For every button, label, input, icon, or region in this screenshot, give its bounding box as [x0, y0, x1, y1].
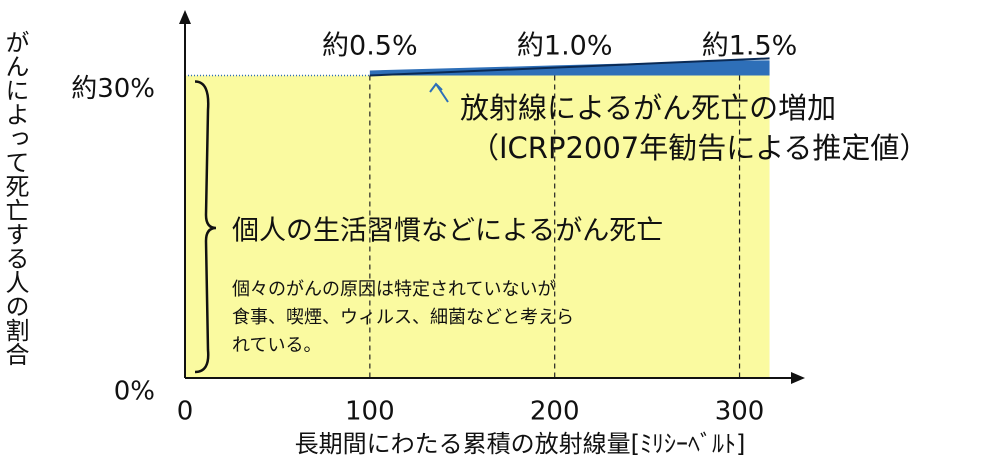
x-tick-label: 100	[345, 397, 395, 427]
y-axis-label: がんによって死亡する人の割合	[1, 30, 29, 366]
baseline-area	[185, 75, 770, 378]
brace	[194, 80, 217, 374]
x-tick-label: 300	[715, 397, 765, 427]
y-arrow	[179, 10, 191, 24]
value-label: 約1.0%	[517, 31, 613, 62]
value-label: 約1.5%	[702, 31, 798, 62]
excess-edge	[369, 57, 770, 77]
x-tick-label: 200	[530, 397, 580, 427]
annotation: 個人の生活習慣などによるがん死亡	[232, 216, 663, 247]
annotation-note: 個々のがんの原因は特定されていないが	[232, 279, 555, 300]
x-arrow	[791, 372, 805, 384]
y-tick-label: 約30%	[71, 74, 155, 104]
series-name: 放射線によるがん死亡の増加	[460, 91, 836, 125]
value-label: 約0.5%	[322, 31, 418, 62]
y-tick-label: 0%	[114, 377, 155, 407]
x-axis-label: 長期間にわたる累積の放射線量[ﾐﾘｼｰﾍﾞﾙﾄ]	[295, 430, 746, 458]
annotation-note: れている。	[232, 335, 321, 356]
annotation: （ICRP2007年勧告による推定値）	[470, 131, 928, 165]
arrow	[429, 82, 449, 103]
x-tick-label: 0	[177, 397, 194, 427]
annotation-note: 食事、喫煙、ウィルス、細菌などと考えら	[232, 307, 574, 328]
